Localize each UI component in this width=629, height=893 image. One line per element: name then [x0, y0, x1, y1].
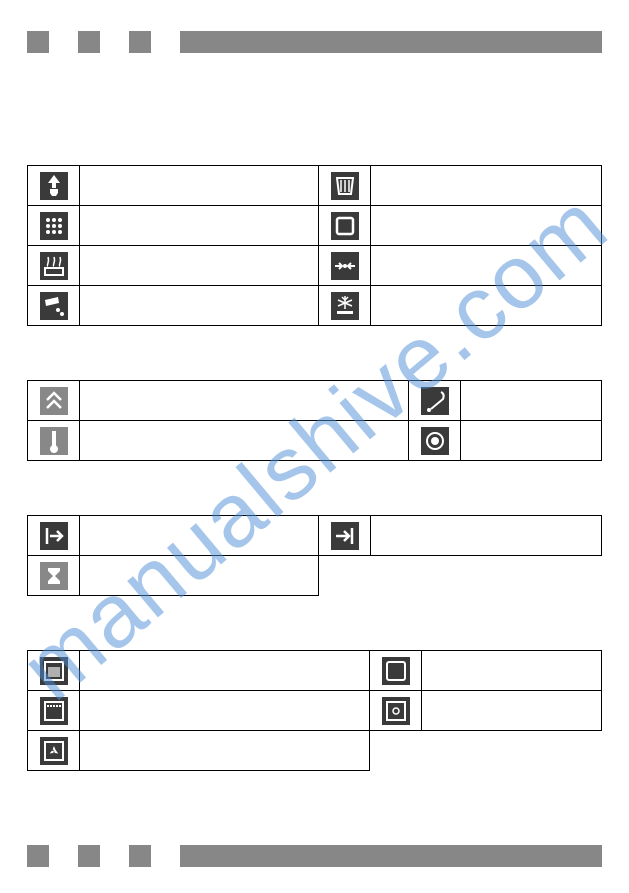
oven-fan-icon — [40, 737, 68, 765]
deco-bar — [180, 845, 602, 867]
table-row — [28, 691, 602, 731]
icon-cell — [28, 731, 80, 771]
table-3 — [27, 515, 602, 596]
table-row — [28, 166, 602, 206]
text-cell — [461, 421, 602, 461]
table-row — [28, 286, 602, 326]
icon-cell — [319, 246, 371, 286]
arrows-in-icon — [331, 252, 359, 280]
section-3 — [27, 515, 602, 596]
icon-cell — [28, 651, 80, 691]
arrow-to-right-icon — [40, 522, 68, 550]
text-cell — [80, 516, 319, 556]
oven-dot-icon — [382, 697, 410, 725]
text-cell — [371, 166, 602, 206]
text-cell — [80, 556, 319, 596]
icon-cell — [28, 246, 80, 286]
icon-cell — [319, 166, 371, 206]
text-cell — [80, 166, 319, 206]
deco-square — [27, 31, 49, 53]
probe-icon — [421, 387, 449, 415]
record-icon — [421, 427, 449, 455]
bottom-decoration-bar — [27, 844, 602, 868]
grid-dots-icon — [40, 212, 68, 240]
icon-cell — [370, 691, 422, 731]
deco-square — [129, 845, 151, 867]
chevrons-up-icon — [40, 387, 68, 415]
text-cell — [461, 381, 602, 421]
table-row — [28, 381, 602, 421]
text-cell — [80, 286, 319, 326]
table-row — [28, 556, 602, 596]
table-2 — [27, 380, 602, 461]
section-1 — [27, 165, 602, 326]
heat-waves-icon — [40, 252, 68, 280]
deco-square — [129, 31, 151, 53]
icon-cell — [28, 421, 80, 461]
icon-cell — [28, 556, 80, 596]
text-cell — [80, 206, 319, 246]
vent-icon — [331, 172, 359, 200]
deco-square — [78, 31, 100, 53]
icon-cell — [28, 381, 80, 421]
text-cell — [422, 691, 602, 731]
icon-cell — [28, 516, 80, 556]
deco-square — [78, 845, 100, 867]
icon-cell — [409, 421, 461, 461]
icon-cell — [370, 651, 422, 691]
icon-cell — [319, 206, 371, 246]
hourglass-icon — [40, 562, 68, 590]
oven-outline-icon — [382, 657, 410, 685]
section-4 — [27, 650, 602, 771]
icon-cell — [409, 381, 461, 421]
drops-icon — [40, 292, 68, 320]
icon-cell — [28, 206, 80, 246]
text-cell — [80, 246, 319, 286]
icon-cell — [28, 691, 80, 731]
table-row — [28, 516, 602, 556]
main-content — [27, 165, 602, 825]
deco-square — [27, 845, 49, 867]
text-cell — [371, 286, 602, 326]
oven-full-icon — [40, 657, 68, 685]
icon-cell — [319, 516, 371, 556]
text-cell — [371, 206, 602, 246]
oven-top-icon — [40, 697, 68, 725]
snowflake-icon — [331, 292, 359, 320]
deco-bar — [180, 31, 602, 53]
text-cell — [80, 651, 370, 691]
table-row — [28, 206, 602, 246]
text-cell — [371, 246, 602, 286]
table-row — [28, 246, 602, 286]
table-row — [28, 421, 602, 461]
plug-up-icon — [40, 172, 68, 200]
table-row — [28, 731, 602, 771]
text-cell — [371, 516, 602, 556]
table-row — [28, 651, 602, 691]
icon-cell — [28, 286, 80, 326]
square-outline-icon — [331, 212, 359, 240]
top-decoration-bar — [27, 30, 602, 54]
section-2 — [27, 380, 602, 461]
text-cell — [422, 651, 602, 691]
table-1 — [27, 165, 602, 326]
arrow-right-icon — [331, 522, 359, 550]
icon-cell — [319, 286, 371, 326]
icon-cell — [28, 166, 80, 206]
thermometer-icon — [40, 427, 68, 455]
text-cell — [80, 731, 370, 771]
text-cell — [80, 691, 370, 731]
text-cell — [80, 381, 409, 421]
table-4 — [27, 650, 602, 771]
text-cell — [80, 421, 409, 461]
